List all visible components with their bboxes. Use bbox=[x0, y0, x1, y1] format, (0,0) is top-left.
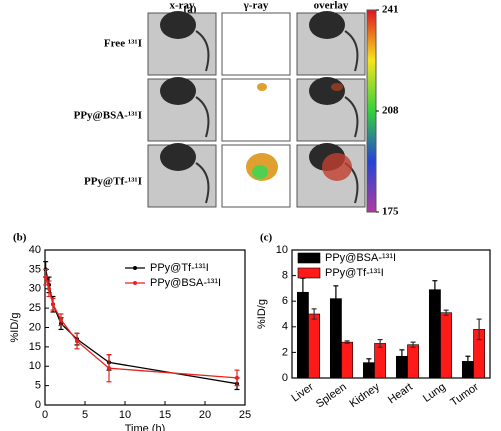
plot-frame bbox=[291, 249, 491, 379]
image-frame bbox=[221, 12, 291, 76]
mouse-tail bbox=[344, 30, 359, 72]
series-line bbox=[45, 276, 238, 379]
column-header: γ-ray bbox=[243, 0, 269, 12]
y-tick-label: 40 bbox=[29, 244, 41, 256]
data-point bbox=[51, 302, 55, 307]
data-point bbox=[59, 317, 63, 322]
mouse-body bbox=[309, 77, 345, 105]
mouse-tail bbox=[195, 96, 210, 138]
x-tick-label: 15 bbox=[159, 409, 171, 421]
y-axis-label: %ID/g bbox=[9, 313, 21, 343]
x-tick-label: Heart bbox=[386, 381, 415, 406]
bar bbox=[407, 344, 420, 379]
legend-swatch bbox=[297, 252, 321, 264]
colorbar-tick-label: 175 bbox=[382, 206, 399, 218]
x-axis-label: Time (h) bbox=[125, 423, 166, 431]
legend-marker bbox=[133, 281, 137, 285]
gamma-spot bbox=[257, 83, 267, 91]
data-point bbox=[107, 366, 111, 371]
y-tick-label: 10 bbox=[29, 360, 41, 372]
x-tick-label: Lung bbox=[421, 381, 448, 405]
y-tick-label: 8 bbox=[282, 270, 288, 282]
x-tick-label: 25 bbox=[239, 409, 251, 421]
gamma-spot bbox=[322, 153, 352, 181]
y-tick-label: 20 bbox=[29, 321, 41, 333]
y-tick-label: 30 bbox=[29, 283, 41, 295]
y-tick-label: 5 bbox=[35, 380, 41, 392]
data-point bbox=[47, 286, 51, 291]
mouse-tail bbox=[195, 30, 210, 72]
colorbar-tick-label: 208 bbox=[382, 105, 399, 117]
x-tick-label: 10 bbox=[119, 409, 131, 421]
colorbar-tick-label: 241 bbox=[382, 4, 399, 16]
y-tick-label: 10 bbox=[276, 244, 288, 256]
y-tick-label: 2 bbox=[282, 346, 288, 358]
bar bbox=[428, 289, 441, 379]
x-tick-label: 0 bbox=[42, 409, 48, 421]
x-tick-label: Liver bbox=[289, 381, 316, 405]
data-point bbox=[43, 275, 48, 280]
panel-label: (c) bbox=[260, 232, 273, 244]
y-tick-label: 6 bbox=[282, 295, 288, 307]
y-tick-label: 25 bbox=[29, 302, 41, 314]
column-header: overlay bbox=[314, 0, 349, 12]
row-label: PPy@Tf-¹³¹I bbox=[84, 176, 142, 188]
gamma-spot bbox=[331, 83, 343, 91]
mouse-tail bbox=[344, 96, 359, 138]
data-point bbox=[235, 375, 239, 380]
mouse-body bbox=[160, 77, 196, 105]
plot-frame bbox=[44, 249, 246, 406]
y-tick-label: 15 bbox=[29, 341, 41, 353]
legend-label: PPy@Tf-¹³¹I bbox=[150, 262, 209, 274]
legend-label: PPy@BSA-¹³¹I bbox=[325, 252, 396, 264]
y-tick-label: 0 bbox=[282, 372, 288, 384]
x-tick-label: Spleen bbox=[314, 381, 349, 410]
legend-label: PPy@Tf-¹³¹I bbox=[325, 267, 384, 279]
panel-label: (b) bbox=[13, 232, 27, 244]
colorbar bbox=[366, 9, 377, 213]
image-frame bbox=[147, 12, 217, 76]
legend-marker bbox=[133, 266, 137, 270]
image-frame bbox=[221, 78, 291, 142]
mouse-tail bbox=[195, 162, 210, 204]
gamma-spot bbox=[252, 165, 268, 179]
row-label: PPy@BSA-¹³¹I bbox=[74, 110, 142, 122]
x-tick-label: Kidney bbox=[347, 381, 382, 410]
y-tick-label: 4 bbox=[282, 321, 288, 333]
mouse-body bbox=[160, 11, 196, 39]
mouse-body bbox=[160, 143, 196, 171]
column-header: x-ray bbox=[169, 0, 195, 12]
data-point bbox=[75, 339, 79, 344]
x-tick-label: Tumor bbox=[448, 381, 481, 409]
y-tick-label: 0 bbox=[35, 399, 41, 411]
x-tick-label: 5 bbox=[82, 409, 88, 421]
bar bbox=[440, 312, 453, 379]
legend-label: PPy@BSA-¹³¹I bbox=[150, 277, 221, 289]
y-axis-label: %ID/g bbox=[256, 299, 268, 329]
bar bbox=[341, 341, 354, 379]
mouse-body bbox=[309, 11, 345, 39]
legend-swatch bbox=[297, 267, 321, 279]
x-tick-label: 20 bbox=[199, 409, 211, 421]
row-label: Free ¹³¹I bbox=[104, 38, 142, 50]
bar bbox=[374, 343, 387, 379]
bar bbox=[308, 313, 321, 379]
y-tick-label: 35 bbox=[29, 263, 41, 275]
